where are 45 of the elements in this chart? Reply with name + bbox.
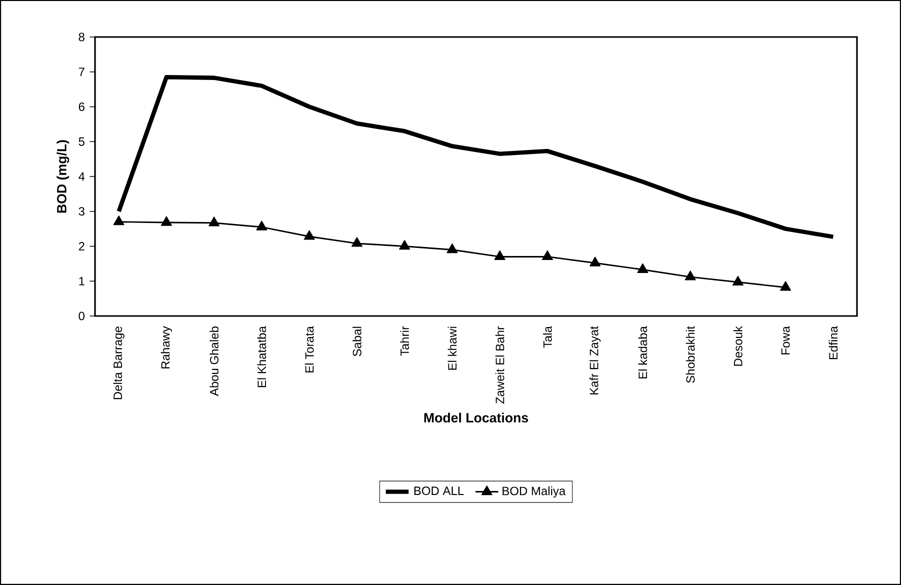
point	[256, 220, 268, 230]
y-tick-label: 3	[78, 207, 84, 216]
x-tick-label: Rahawy	[160, 326, 172, 368]
x-tick-label: Abou Ghaleb	[210, 326, 218, 396]
y-tick-label: 8	[78, 32, 84, 42]
point	[304, 230, 315, 240]
point	[780, 281, 792, 291]
point	[208, 216, 220, 226]
x-tick-label: El kadaba	[638, 326, 648, 378]
x-tick-label: Fowa	[781, 326, 790, 354]
point	[160, 216, 172, 226]
y-axis-title: BOD (mg/L)	[56, 140, 70, 213]
point	[637, 263, 648, 273]
point	[351, 237, 362, 247]
point	[446, 243, 458, 254]
y-tick-label: 0	[78, 312, 84, 320]
y-tick-label: 4	[78, 172, 85, 181]
x-tick-label: El khawi	[448, 326, 457, 370]
x-tick-label: Delta Barrage	[113, 326, 124, 400]
x-tick-label: El Khatatba	[257, 326, 266, 388]
x-tick-label: Shobrakhit	[686, 326, 695, 383]
y-tick-label: 5	[78, 137, 84, 146]
x-tick-label: El Torata	[304, 326, 314, 372]
point	[590, 256, 601, 266]
point	[732, 276, 744, 286]
y-tick-label: 1	[79, 276, 84, 286]
y-tick-label: 2	[78, 242, 84, 250]
point	[494, 250, 506, 260]
x-axis-title: Model Locations	[424, 412, 528, 422]
x-tick-label: Edfina	[828, 326, 838, 360]
point	[542, 250, 553, 260]
x-tick-label: Tahrir	[400, 326, 409, 356]
legend-label: BOD Maliya	[502, 486, 566, 498]
x-tick-label: Desouk	[734, 326, 742, 366]
line-series	[116, 74, 836, 239]
point	[399, 240, 410, 250]
x-tick-label: Sabal	[352, 326, 362, 356]
legend-label: BOD ALL	[414, 486, 464, 496]
y-tick-label: 6	[78, 102, 84, 112]
y-tick-label: 7	[78, 68, 84, 76]
x-tick-label: Kafr El Zayat	[589, 326, 601, 394]
point	[113, 215, 124, 226]
x-tick-label: Tala	[543, 326, 552, 348]
x-tick-label: Zaweit El Bahr	[495, 326, 504, 404]
point	[684, 270, 696, 280]
